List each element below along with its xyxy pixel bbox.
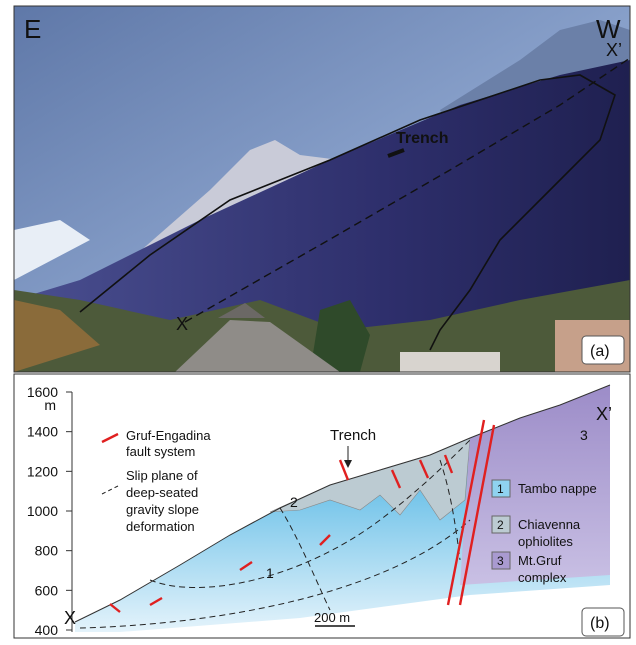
section-trace xyxy=(184,57,631,323)
fault-legend: Gruf-Engadina xyxy=(126,428,211,443)
panel-label: (a) xyxy=(590,343,610,360)
topography xyxy=(74,384,611,623)
legend-swatch xyxy=(491,515,511,534)
x-label: X xyxy=(176,314,188,334)
photo-frame xyxy=(13,5,631,373)
y-tick-label: 800 xyxy=(35,543,59,559)
trench-arrowhead xyxy=(344,460,352,468)
slip-legend-line xyxy=(101,485,119,495)
fault-legend-line xyxy=(101,432,119,444)
section-frame xyxy=(13,373,631,639)
y-tick-label: 1000 xyxy=(27,503,58,519)
photo-panel: E W Trench X X’ (a) xyxy=(13,5,631,373)
y-tick-label: 1400 xyxy=(27,424,58,440)
slip-legend: deformation xyxy=(126,519,195,534)
trench-label: Trench xyxy=(330,427,376,444)
roof xyxy=(175,320,340,372)
west-label: W xyxy=(596,14,621,44)
legend-label: Mt.Gruf xyxy=(518,553,562,568)
slip-legend: deep-seated xyxy=(126,485,198,500)
autumn-trees xyxy=(14,300,100,372)
main-slope xyxy=(14,60,630,372)
legend-label: ophiolites xyxy=(518,534,573,549)
unit-number: 3 xyxy=(580,427,588,443)
tower-roof xyxy=(218,303,265,318)
slip-legend: Slip plane of xyxy=(126,468,198,483)
x-label: X xyxy=(64,608,76,628)
fault-legend: fault system xyxy=(126,444,195,459)
houses xyxy=(400,352,500,372)
legend-number: 1 xyxy=(497,482,504,496)
slip-planes xyxy=(79,439,471,629)
unit-number: 2 xyxy=(290,494,298,510)
landslide-outline xyxy=(79,74,616,351)
unit-number: 1 xyxy=(266,565,274,581)
unit-label: m xyxy=(44,397,56,413)
legend-number: 2 xyxy=(497,518,504,532)
section-panel: m Gruf-Engadina fault system Slip plane … xyxy=(27,384,625,638)
east-label: E xyxy=(24,14,41,44)
panel-label: (b) xyxy=(590,615,610,632)
slip-legend: gravity slope xyxy=(126,502,199,517)
panel-box xyxy=(581,607,625,637)
legend-number: 3 xyxy=(497,554,504,568)
legend-swatch xyxy=(491,479,511,498)
gruf-complex xyxy=(460,385,610,585)
scale-label: 200 m xyxy=(314,610,350,625)
x-prime-label: X’ xyxy=(606,40,622,60)
y-tick-label: 600 xyxy=(35,582,59,598)
far-snow xyxy=(14,220,90,280)
trench-mark xyxy=(387,148,405,158)
y-tick-label: 1600 xyxy=(27,384,58,400)
legend-swatch xyxy=(491,551,511,570)
y-tick-label: 1200 xyxy=(27,463,58,479)
legend-label: Chiavenna xyxy=(518,517,581,532)
panel-box xyxy=(581,335,625,365)
legend-label: complex xyxy=(518,570,567,585)
trench-label: Trench xyxy=(396,130,448,147)
legend-label: Tambo nappe xyxy=(518,481,597,496)
tree xyxy=(310,300,370,372)
x-prime-label: X’ xyxy=(596,404,612,424)
faults xyxy=(109,419,496,613)
y-tick-label: 400 xyxy=(35,622,59,638)
